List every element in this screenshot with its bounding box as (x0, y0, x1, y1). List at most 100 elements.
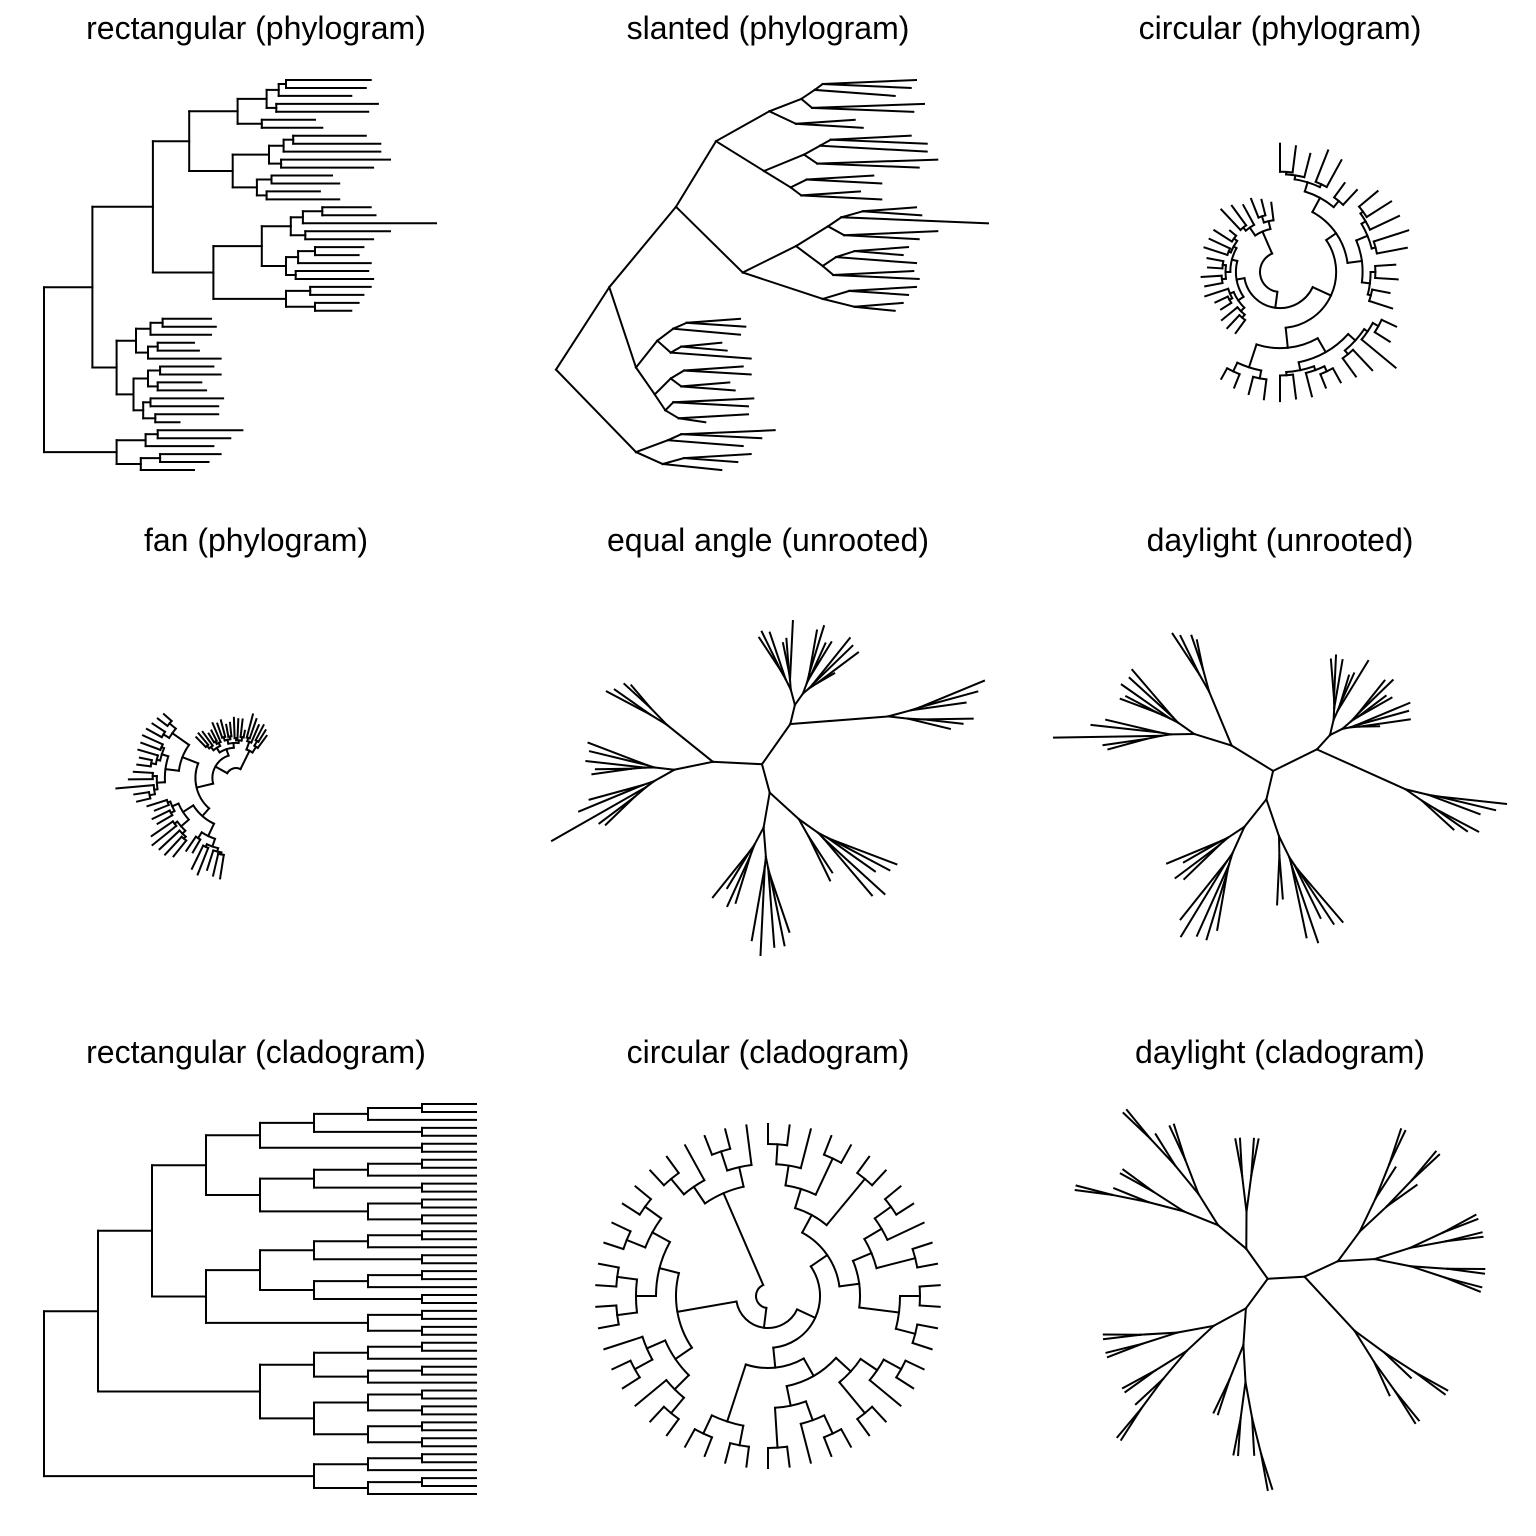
branch (1408, 1240, 1448, 1250)
branch (197, 731, 210, 747)
branch (768, 97, 803, 113)
branch (906, 717, 952, 731)
branch (1262, 219, 1275, 224)
branch (1234, 259, 1245, 299)
branch (735, 1300, 799, 1330)
branch (167, 727, 178, 740)
tree-circular-cladogram (595, 1123, 941, 1469)
branch (154, 754, 160, 766)
branch (1332, 199, 1341, 209)
branch (775, 1143, 779, 1166)
branch (919, 679, 986, 709)
branch (661, 462, 723, 472)
branch (788, 678, 792, 691)
branch (814, 1157, 835, 1197)
branch (1200, 274, 1223, 278)
branch (916, 1323, 939, 1330)
branch (904, 1359, 925, 1371)
branch (595, 1304, 618, 1308)
branch (1183, 1158, 1200, 1196)
branch (822, 1134, 833, 1156)
branch (136, 763, 152, 768)
branch (1291, 145, 1298, 174)
panel-title: slanted (phylogram) (626, 10, 910, 46)
branch (811, 636, 852, 686)
branch (1367, 299, 1394, 310)
branch (1201, 667, 1211, 693)
branch (886, 1221, 925, 1242)
branch (832, 269, 915, 277)
branch (1212, 1307, 1248, 1328)
branch (1374, 276, 1399, 281)
branch (1420, 799, 1455, 831)
branch (611, 1221, 632, 1233)
branch (839, 1427, 853, 1449)
branch (141, 734, 165, 746)
branch (1358, 1205, 1389, 1234)
branch (1409, 1265, 1447, 1280)
branch (1296, 868, 1345, 924)
branch (1360, 281, 1372, 285)
branch (725, 1363, 748, 1423)
branch (1111, 1193, 1150, 1204)
branch (1176, 721, 1196, 736)
branch (653, 393, 667, 412)
branch (1134, 1377, 1165, 1406)
branch (1090, 723, 1161, 734)
branch (1236, 295, 1245, 302)
branch (799, 1128, 813, 1170)
branch (842, 230, 939, 237)
branch (873, 1205, 893, 1220)
branch (785, 1124, 791, 1147)
branch (162, 733, 171, 740)
branch (140, 741, 162, 752)
branch (1130, 668, 1175, 719)
branch (135, 797, 152, 803)
branch (676, 1300, 738, 1313)
branch (633, 1358, 654, 1371)
branch (1265, 769, 1275, 801)
branch (785, 1356, 838, 1388)
tree-rectangular-cladogram (43, 1103, 477, 1495)
branch (1371, 321, 1380, 328)
branch (634, 438, 670, 454)
branch (1354, 709, 1410, 727)
branch (1214, 295, 1230, 304)
branch (711, 760, 764, 766)
branch (1206, 257, 1225, 263)
branch (658, 1266, 681, 1275)
branch (1374, 1162, 1391, 1200)
branch (714, 139, 766, 173)
branch (191, 838, 202, 854)
branch (1242, 797, 1268, 829)
branch (1311, 210, 1349, 265)
branch (245, 740, 251, 751)
branch (677, 413, 750, 420)
branch (785, 637, 791, 674)
branch (1303, 181, 1309, 193)
tree-equal-angle-unrooted (550, 619, 986, 957)
branch (1288, 855, 1293, 866)
branch (868, 1358, 886, 1382)
branch (853, 305, 896, 312)
branch (1267, 220, 1272, 231)
branch (703, 1436, 714, 1458)
branch (826, 224, 846, 237)
branch (1225, 313, 1241, 330)
branch (809, 1253, 829, 1268)
branch (832, 273, 920, 281)
branch (762, 1306, 768, 1329)
branch (1354, 701, 1411, 727)
branch (894, 1376, 915, 1390)
branch (1353, 1329, 1386, 1354)
branch (1324, 231, 1338, 242)
branch (822, 836, 886, 896)
branch (738, 1424, 745, 1447)
branch (922, 717, 974, 721)
branch (603, 1241, 625, 1251)
branch (1278, 373, 1295, 377)
branch (882, 1358, 903, 1371)
branch (799, 1422, 813, 1464)
panel-title: circular (phylogram) (1138, 10, 1422, 46)
branch (674, 139, 718, 209)
